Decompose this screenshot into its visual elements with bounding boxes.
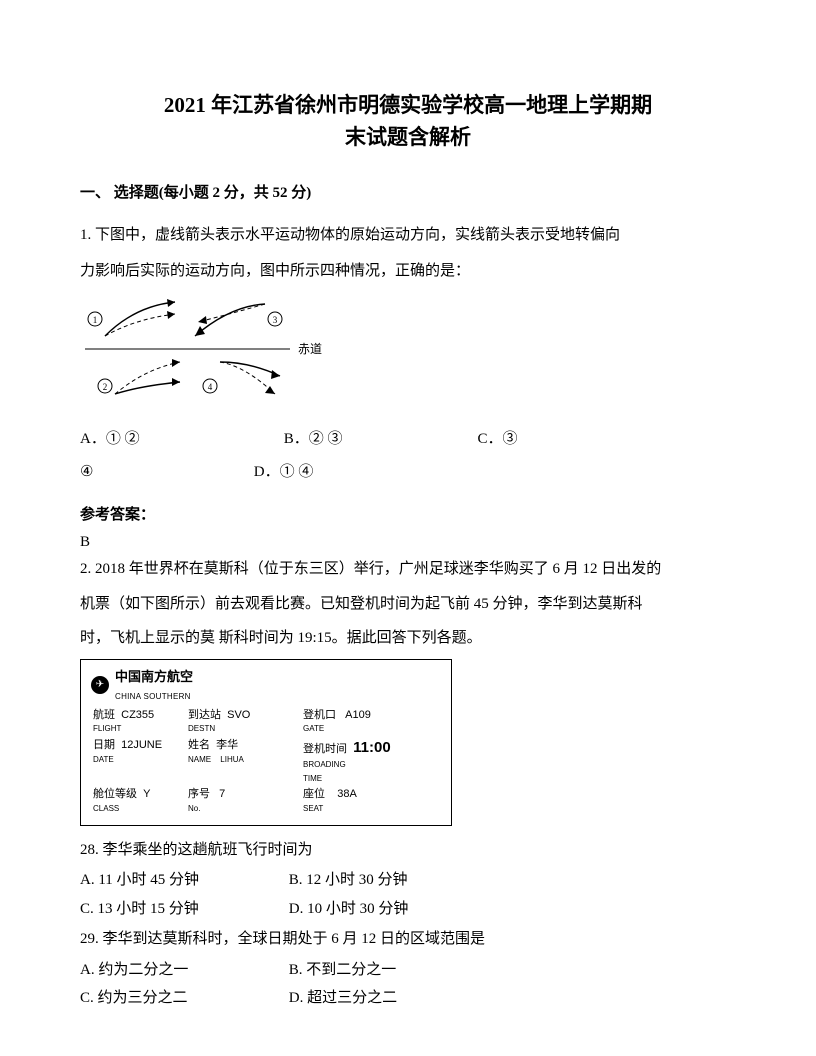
q29-option-a: A. 约为二分之一 xyxy=(80,956,285,985)
airline-name-en: CHINA SOUTHERN xyxy=(115,692,191,701)
gate-label-en: GATE xyxy=(303,724,324,733)
class-cell: 舱位等级 Y CLASS xyxy=(91,787,186,817)
seq-label-cn: 序号 xyxy=(188,788,210,800)
flight-cell: 航班 CZ355 FLIGHT xyxy=(91,708,186,738)
boarding-pass: ✈ 中国南方航空 CHINA SOUTHERN 航班 CZ355 FLIGHT … xyxy=(80,659,452,826)
svg-text:4: 4 xyxy=(208,382,213,392)
name-cell: 姓名 李华 NAME LIHUA xyxy=(186,738,301,786)
q29-stem: 29. 李华到达莫斯科时，全球日期处于 6 月 12 日的区域范围是 xyxy=(80,925,736,954)
seq-value: 7 xyxy=(219,788,225,800)
destn-cell: 到达站 SVO DESTN xyxy=(186,708,301,738)
q1-option-c: C．③ xyxy=(478,423,558,456)
seat-cell: 座位 38A SEAT xyxy=(301,787,441,817)
ticket-grid: 航班 CZ355 FLIGHT 到达站 SVO DESTN 登机口 A109 G… xyxy=(91,708,441,817)
flight-label-cn: 航班 xyxy=(93,709,115,721)
q1-text-line-2: 力影响后实际的运动方向，图中所示四种情况，正确的是： xyxy=(80,256,736,286)
date-value: 12JUNE xyxy=(121,739,162,751)
page-root: 2021 年江苏省徐州市明德实验学校高一地理上学期期 末试题含解析 一、 选择题… xyxy=(0,0,816,1053)
seq-cell: 序号 7 No. xyxy=(186,787,301,817)
name-label-en: NAME xyxy=(188,755,211,764)
seat-label-en: SEAT xyxy=(303,804,323,813)
date-label-en: DATE xyxy=(93,755,114,764)
date-cell: 日期 12JUNE DATE xyxy=(91,738,186,786)
answer-label: 参考答案： xyxy=(80,503,736,524)
board-label-en-1: BROADING xyxy=(303,760,346,769)
q28-option-a: A. 11 小时 45 分钟 xyxy=(80,866,285,895)
q1-answer: B xyxy=(80,534,736,551)
q1-figure: 1 3 2 4 xyxy=(80,294,736,409)
q28-option-c: C. 13 小时 15 分钟 xyxy=(80,895,285,924)
svg-text:2: 2 xyxy=(103,382,108,392)
flight-label-en: FLIGHT xyxy=(93,724,121,733)
q1-option-a: A．① ② xyxy=(80,423,280,456)
class-label-en: CLASS xyxy=(93,804,119,813)
boarding-cell: 登机时间 11:00 BROADING TIME xyxy=(301,738,441,786)
board-label-cn: 登机时间 xyxy=(303,743,347,755)
name-label-cn: 姓名 xyxy=(188,739,210,751)
seq-label-en: No. xyxy=(188,804,200,813)
gate-cell: 登机口 A109 GATE xyxy=(301,708,441,738)
q29-options: A. 约为二分之一 B. 不到二分之一 C. 约为三分之二 D. 超过三分之二 xyxy=(80,956,736,1013)
title-line-1: 2021 年江苏省徐州市明德实验学校高一地理上学期期 xyxy=(164,93,652,117)
q1-text-line-1: 1. 下图中，虚线箭头表示水平运动物体的原始运动方向，实线箭头表示受地转偏向 xyxy=(80,220,736,250)
q29-option-c: C. 约为三分之二 xyxy=(80,984,285,1013)
q29-option-d: D. 超过三分之二 xyxy=(289,984,494,1013)
name-value-en: LIHUA xyxy=(220,755,244,764)
class-label-cn: 舱位等级 xyxy=(93,788,137,800)
airline-brand: 中国南方航空 CHINA SOUTHERN xyxy=(115,666,193,704)
svg-text:1: 1 xyxy=(93,315,98,325)
section-1-heading: 一、 选择题(每小题 2 分，共 52 分) xyxy=(80,181,736,202)
board-value: 11:00 xyxy=(353,739,391,756)
seat-value: 38A xyxy=(337,788,357,800)
airline-logo-icon: ✈ xyxy=(91,676,109,694)
gate-label-cn: 登机口 xyxy=(303,709,336,721)
q1-option-c-cont: ④ xyxy=(80,456,250,489)
q1-option-d: D．① ④ xyxy=(254,456,314,489)
q2-text-line-2: 机票（如下图所示）前去观看比赛。已知登机时间为起飞前 45 分钟，李华到达莫斯科 xyxy=(80,590,736,619)
q2-text-line-1: 2. 2018 年世界杯在莫斯科（位于东三区）举行，广州足球迷李华购买了 6 月… xyxy=(80,555,736,584)
q28-option-b: B. 12 小时 30 分钟 xyxy=(289,866,494,895)
class-value: Y xyxy=(143,788,150,800)
destn-value: SVO xyxy=(227,709,250,721)
q1-option-b: B．② ③ xyxy=(284,423,474,456)
seat-label-cn: 座位 xyxy=(303,788,325,800)
q28-options: A. 11 小时 45 分钟 B. 12 小时 30 分钟 C. 13 小时 1… xyxy=(80,866,736,923)
document-title: 2021 年江苏省徐州市明德实验学校高一地理上学期期 末试题含解析 xyxy=(80,90,736,153)
airline-name-cn: 中国南方航空 xyxy=(115,669,193,684)
q29-option-b: B. 不到二分之一 xyxy=(289,956,494,985)
deflection-diagram: 1 3 2 4 xyxy=(80,294,340,404)
q28-option-d: D. 10 小时 30 分钟 xyxy=(289,895,494,924)
destn-label-cn: 到达站 xyxy=(188,709,221,721)
date-label-cn: 日期 xyxy=(93,739,115,751)
destn-label-en: DESTN xyxy=(188,724,215,733)
q1-options: A．① ② B．② ③ C．③ ④ D．① ④ xyxy=(80,423,736,489)
ticket-header: ✈ 中国南方航空 CHINA SOUTHERN xyxy=(91,666,441,704)
q28-stem: 28. 李华乘坐的这趟航班飞行时间为 xyxy=(80,836,736,865)
gate-value: A109 xyxy=(345,709,371,721)
flight-value: CZ355 xyxy=(121,709,154,721)
board-label-en-2: TIME xyxy=(303,774,322,783)
q2-text-line-3: 时，飞机上显示的莫 斯科时间为 19:15。据此回答下列各题。 xyxy=(80,624,736,653)
equator-label: 赤道 xyxy=(298,342,322,356)
name-value-cn: 李华 xyxy=(216,739,238,751)
svg-text:3: 3 xyxy=(273,315,278,325)
title-line-2: 末试题含解析 xyxy=(345,125,471,149)
